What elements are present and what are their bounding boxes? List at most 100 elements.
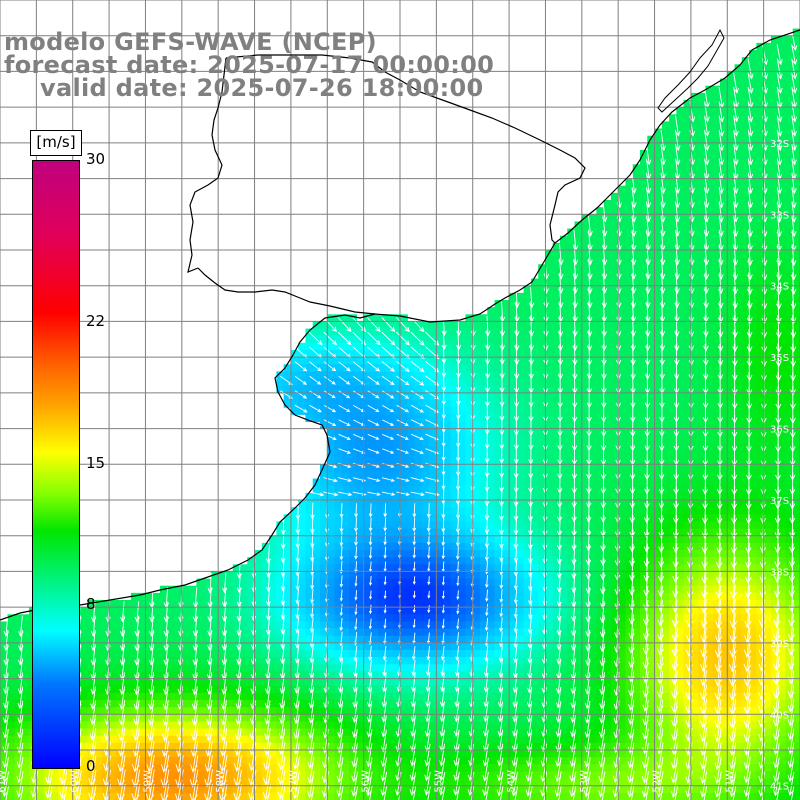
wind-cell	[661, 571, 670, 580]
wind-cell	[610, 407, 619, 415]
wind-cell	[327, 757, 336, 765]
wind-cell	[560, 707, 568, 715]
wind-cell	[429, 714, 437, 723]
wind-cell	[363, 392, 372, 401]
wind-cell	[167, 742, 176, 751]
wind-cell	[349, 792, 357, 800]
wind-cell	[523, 542, 532, 551]
wind-cell	[189, 642, 197, 651]
wind-cell	[356, 771, 365, 780]
wind-cell	[327, 435, 336, 444]
wind-cell	[523, 521, 532, 530]
wind-cell	[625, 700, 634, 708]
wind-cell	[560, 450, 568, 458]
wind-cell	[363, 621, 372, 630]
wind-cell	[247, 721, 256, 730]
wind-cell	[269, 678, 277, 687]
wind-cell	[29, 771, 37, 780]
wind-cell	[603, 500, 612, 508]
wind-cell	[458, 478, 467, 487]
wind-cell	[450, 685, 459, 694]
wind-cell	[574, 714, 583, 723]
wind-cell	[7, 678, 16, 687]
wind-cell	[589, 571, 597, 580]
wind-cell	[603, 257, 612, 265]
wind-cell	[320, 657, 328, 665]
wind-cell	[174, 642, 183, 651]
wind-cell	[349, 592, 357, 601]
wind-cell	[225, 735, 234, 744]
wind-cell	[574, 428, 583, 437]
wind-cell	[480, 357, 488, 365]
wind-cell	[385, 600, 394, 608]
wind-cell	[472, 407, 481, 415]
wind-cell	[421, 521, 430, 530]
wind-cell	[320, 342, 328, 351]
wind-cell	[640, 171, 648, 180]
wind-cell	[530, 407, 539, 415]
wind-cell	[647, 171, 656, 180]
wind-cell	[589, 585, 597, 594]
wind-cell	[400, 671, 408, 680]
wind-cell	[385, 492, 394, 501]
wind-cell	[632, 657, 641, 665]
wind-cell	[443, 550, 452, 558]
wind-cell	[378, 735, 387, 744]
wind-cell	[640, 450, 648, 458]
wind-cell	[443, 421, 452, 430]
wind-cell	[567, 471, 576, 480]
wind-cell	[487, 471, 496, 480]
wind-cell	[290, 671, 299, 680]
wind-cell	[458, 607, 467, 615]
wind-cell	[589, 421, 597, 430]
wind-cell	[196, 714, 205, 723]
wind-cell	[654, 242, 663, 251]
wind-cell	[80, 614, 88, 623]
wind-cell	[436, 421, 445, 430]
wind-cell	[7, 614, 16, 623]
wind-cell	[225, 592, 234, 601]
wind-cell	[545, 657, 554, 665]
wind-cell	[7, 735, 16, 744]
wind-cell	[501, 642, 510, 651]
wind-cell	[392, 400, 401, 408]
wind-cell	[7, 764, 16, 773]
wind-cell	[523, 664, 532, 673]
wind-cell	[589, 321, 597, 330]
wind-cell	[618, 278, 627, 287]
wind-cell	[560, 500, 568, 508]
wind-cell	[160, 650, 168, 658]
wind-cell	[356, 592, 365, 601]
wind-cell	[392, 785, 401, 794]
wind-cell	[276, 657, 285, 665]
wind-cell	[450, 350, 459, 358]
wind-cell	[618, 221, 627, 230]
wind-cell	[465, 364, 474, 373]
wind-cell	[625, 264, 634, 273]
wind-cell	[581, 292, 590, 301]
wind-cell	[487, 678, 496, 687]
wind-cell	[290, 614, 299, 623]
wind-cell	[494, 321, 503, 330]
wind-cell	[530, 314, 539, 323]
wind-cell	[596, 735, 605, 744]
wind-cell	[487, 357, 496, 365]
wind-cell	[458, 792, 467, 800]
wind-cell	[407, 392, 416, 401]
wind-cell	[530, 564, 539, 573]
wind-cell	[487, 500, 496, 508]
wind-cell	[80, 728, 88, 737]
wind-cell	[181, 714, 190, 723]
wind-cell	[429, 385, 437, 394]
wind-cell	[487, 735, 496, 744]
wind-cell	[545, 407, 554, 415]
wind-cell	[574, 335, 583, 344]
wind-cell	[341, 721, 350, 730]
wind-cell	[574, 492, 583, 501]
wind-cell	[167, 592, 176, 601]
wind-cell	[196, 757, 205, 765]
wind-cell	[610, 550, 619, 558]
wind-cell	[290, 357, 299, 365]
wind-cell	[109, 735, 117, 744]
wind-cell	[407, 492, 416, 501]
